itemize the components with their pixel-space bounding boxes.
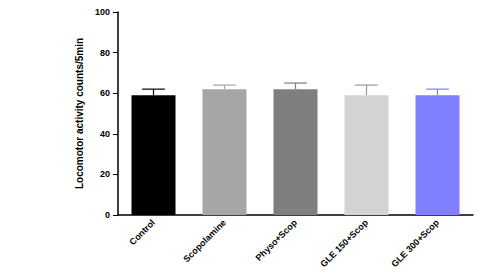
svg-text:0: 0 — [105, 210, 110, 220]
svg-text:80: 80 — [100, 48, 110, 58]
svg-text:100: 100 — [95, 7, 110, 17]
svg-text:Scopolamine: Scopolamine — [181, 217, 228, 264]
svg-text:GLE 150+Scop: GLE 150+Scop — [318, 217, 370, 269]
svg-text:40: 40 — [100, 129, 110, 139]
svg-text:60: 60 — [100, 88, 110, 98]
svg-text:Physo+Scop: Physo+Scop — [254, 217, 300, 263]
svg-text:GLE 300+Scop: GLE 300+Scop — [389, 217, 441, 269]
svg-text:20: 20 — [100, 169, 110, 179]
svg-text:Control: Control — [127, 217, 157, 247]
svg-text:Locomotor activity counts/5min: Locomotor activity counts/5min — [74, 38, 85, 189]
